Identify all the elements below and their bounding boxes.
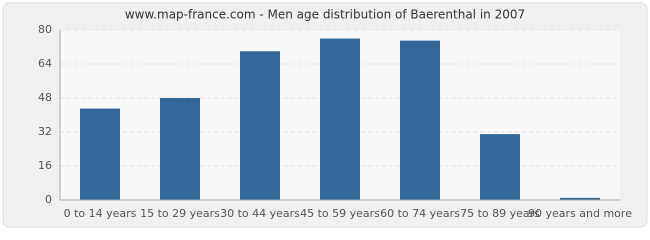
x-tick-label: 15 to 29 years xyxy=(140,207,220,220)
bar xyxy=(320,38,360,200)
chart-title: www.map-france.com - Men age distributio… xyxy=(125,8,525,22)
y-tick-label: 48 xyxy=(38,91,52,104)
x-tick-label: 30 to 44 years xyxy=(220,207,300,220)
x-tick-label: 45 to 59 years xyxy=(300,207,380,220)
y-tick-label: 0 xyxy=(45,193,52,206)
y-tick-label: 64 xyxy=(38,57,52,70)
x-tick-label: 90 years and more xyxy=(528,207,632,220)
y-tick-label: 32 xyxy=(38,125,52,138)
bar xyxy=(400,40,440,200)
x-tick-label: 0 to 14 years xyxy=(64,207,137,220)
x-tick-label: 75 to 89 years xyxy=(460,207,540,220)
bar xyxy=(240,51,280,200)
y-tick-label: 80 xyxy=(38,23,52,36)
bar xyxy=(80,108,120,200)
chart: www.map-france.com - Men age distributio… xyxy=(2,2,648,228)
x-tick-label: 60 to 74 years xyxy=(380,207,460,220)
bar xyxy=(160,98,200,200)
bar xyxy=(560,197,600,200)
bar xyxy=(480,134,520,200)
y-tick-label: 16 xyxy=(38,159,52,172)
